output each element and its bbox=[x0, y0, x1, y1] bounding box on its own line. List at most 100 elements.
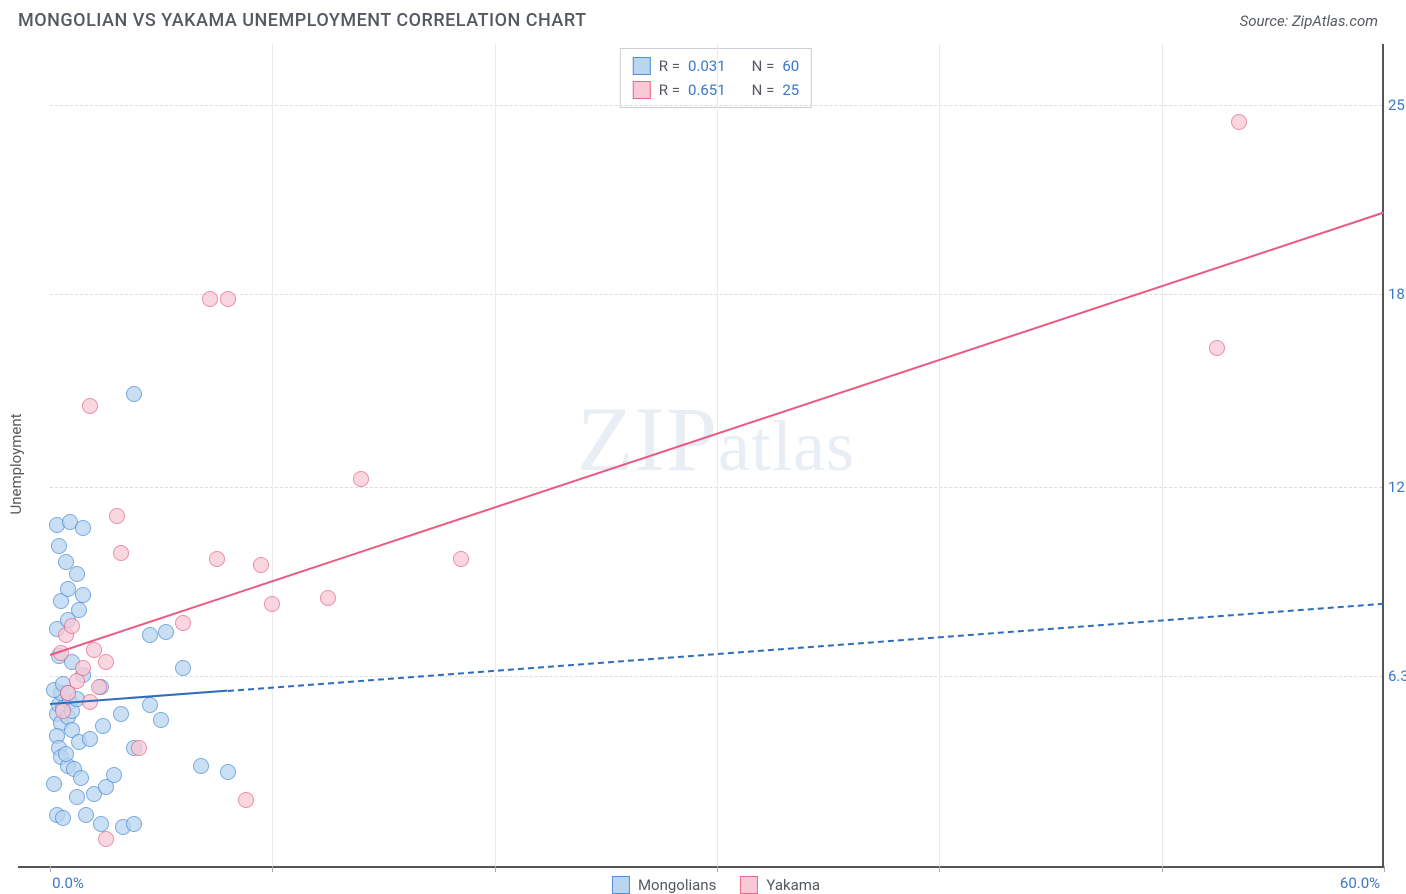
x-tick-mark bbox=[717, 866, 718, 872]
data-point-mongolians bbox=[60, 581, 76, 597]
y-tick-label: 12.5% bbox=[1388, 478, 1406, 496]
data-point-yakama bbox=[55, 703, 71, 719]
data-point-yakama bbox=[253, 557, 269, 573]
data-point-yakama bbox=[98, 831, 114, 847]
y-tick-label: 25.0% bbox=[1388, 96, 1406, 114]
data-point-mongolians bbox=[71, 602, 87, 618]
vertical-gridline bbox=[939, 44, 940, 866]
legend-label: Mongolians bbox=[638, 876, 716, 894]
data-point-mongolians bbox=[106, 767, 122, 783]
y-tick-label: 6.3% bbox=[1388, 667, 1406, 685]
data-point-yakama bbox=[82, 398, 98, 414]
data-point-mongolians bbox=[51, 538, 67, 554]
data-point-mongolians bbox=[220, 764, 236, 780]
legend-row-mongolians: R = 0.031 N = 60 bbox=[633, 54, 799, 78]
data-point-yakama bbox=[131, 740, 147, 756]
correlation-legend: R = 0.031 N = 60 R = 0.651 N = 25 bbox=[620, 48, 812, 108]
legend-swatch bbox=[612, 876, 630, 894]
n-value: 60 bbox=[782, 54, 799, 78]
data-point-mongolians bbox=[153, 712, 169, 728]
data-point-mongolians bbox=[126, 386, 142, 402]
legend-swatch bbox=[740, 876, 758, 894]
data-point-yakama bbox=[238, 792, 254, 808]
source-prefix: Source: bbox=[1240, 12, 1292, 30]
legend-row-yakama: R = 0.651 N = 25 bbox=[633, 78, 799, 102]
data-point-mongolians bbox=[142, 627, 158, 643]
data-point-mongolians bbox=[58, 746, 74, 762]
x-tick-mark bbox=[272, 866, 273, 872]
chart-title: MONGOLIAN VS YAKAMA UNEMPLOYMENT CORRELA… bbox=[18, 10, 587, 31]
data-point-mongolians bbox=[69, 566, 85, 582]
plot-area: ZIPatlas R =0.031N =60R =0.651N =25 Mong… bbox=[50, 44, 1382, 866]
y-tick-label: 18.8% bbox=[1388, 285, 1406, 303]
data-point-mongolians bbox=[113, 706, 129, 722]
x-tick-mark bbox=[939, 866, 940, 872]
data-point-mongolians bbox=[126, 816, 142, 832]
vertical-gridline bbox=[1162, 44, 1163, 866]
x-tick-mark bbox=[1162, 866, 1163, 872]
n-value: 25 bbox=[782, 78, 799, 102]
source-label: Source: ZipAtlas.com bbox=[1240, 12, 1378, 30]
legend-swatch bbox=[633, 57, 651, 75]
data-point-yakama bbox=[113, 545, 129, 561]
vertical-gridline bbox=[495, 44, 496, 866]
data-point-yakama bbox=[202, 291, 218, 307]
data-point-yakama bbox=[453, 551, 469, 567]
data-point-yakama bbox=[75, 660, 91, 676]
legend-item-yakama: Yakama bbox=[740, 876, 820, 894]
legend-item-mongolians: Mongolians bbox=[612, 876, 716, 894]
data-point-mongolians bbox=[193, 758, 209, 774]
data-point-mongolians bbox=[75, 587, 91, 603]
data-point-yakama bbox=[320, 590, 336, 606]
data-point-yakama bbox=[264, 596, 280, 612]
data-point-mongolians bbox=[95, 718, 111, 734]
series-legend: Mongolians Yakama bbox=[612, 876, 820, 894]
data-point-mongolians bbox=[78, 807, 94, 823]
data-point-mongolians bbox=[73, 770, 89, 786]
data-point-yakama bbox=[1231, 114, 1247, 130]
data-point-yakama bbox=[175, 615, 191, 631]
data-point-yakama bbox=[1209, 340, 1225, 356]
r-value: 0.651 bbox=[688, 78, 726, 102]
data-point-yakama bbox=[98, 654, 114, 670]
data-point-yakama bbox=[91, 679, 107, 695]
n-label: N = bbox=[752, 78, 775, 102]
x-tick-label: 0.0% bbox=[52, 874, 84, 892]
data-point-mongolians bbox=[58, 554, 74, 570]
data-point-yakama bbox=[64, 618, 80, 634]
x-tick-mark bbox=[50, 866, 51, 872]
vertical-gridline bbox=[717, 44, 718, 866]
y-axis-label: Unemployment bbox=[7, 413, 25, 514]
r-label: R = bbox=[659, 78, 680, 102]
data-point-mongolians bbox=[142, 697, 158, 713]
data-point-mongolians bbox=[175, 660, 191, 676]
n-label: N = bbox=[752, 54, 775, 78]
data-point-yakama bbox=[109, 508, 125, 524]
data-point-mongolians bbox=[46, 776, 62, 792]
data-point-mongolians bbox=[75, 520, 91, 536]
r-label: R = bbox=[659, 54, 680, 78]
horizontal-gridline bbox=[50, 294, 1382, 295]
vertical-gridline bbox=[272, 44, 273, 866]
horizontal-gridline bbox=[50, 676, 1382, 677]
watermark-part2: atlas bbox=[718, 406, 855, 486]
horizontal-gridline bbox=[50, 487, 1382, 488]
source-name: ZipAtlas.com bbox=[1292, 12, 1378, 30]
chart-area: Unemployment ZIPatlas R =0.031N =60R =0.… bbox=[18, 44, 1384, 868]
data-point-mongolians bbox=[158, 624, 174, 640]
data-point-mongolians bbox=[69, 789, 85, 805]
data-point-yakama bbox=[209, 551, 225, 567]
x-tick-label: 60.0% bbox=[1340, 874, 1380, 892]
x-tick-mark bbox=[1384, 866, 1385, 872]
legend-label: Yakama bbox=[766, 876, 820, 894]
data-point-mongolians bbox=[82, 731, 98, 747]
trend-line-mongolians bbox=[228, 602, 1384, 691]
x-tick-mark bbox=[495, 866, 496, 872]
data-point-yakama bbox=[353, 471, 369, 487]
data-point-yakama bbox=[220, 291, 236, 307]
data-point-mongolians bbox=[55, 810, 71, 826]
legend-swatch bbox=[633, 81, 651, 99]
horizontal-gridline bbox=[50, 105, 1382, 106]
data-point-mongolians bbox=[93, 816, 109, 832]
r-value: 0.031 bbox=[688, 54, 726, 78]
